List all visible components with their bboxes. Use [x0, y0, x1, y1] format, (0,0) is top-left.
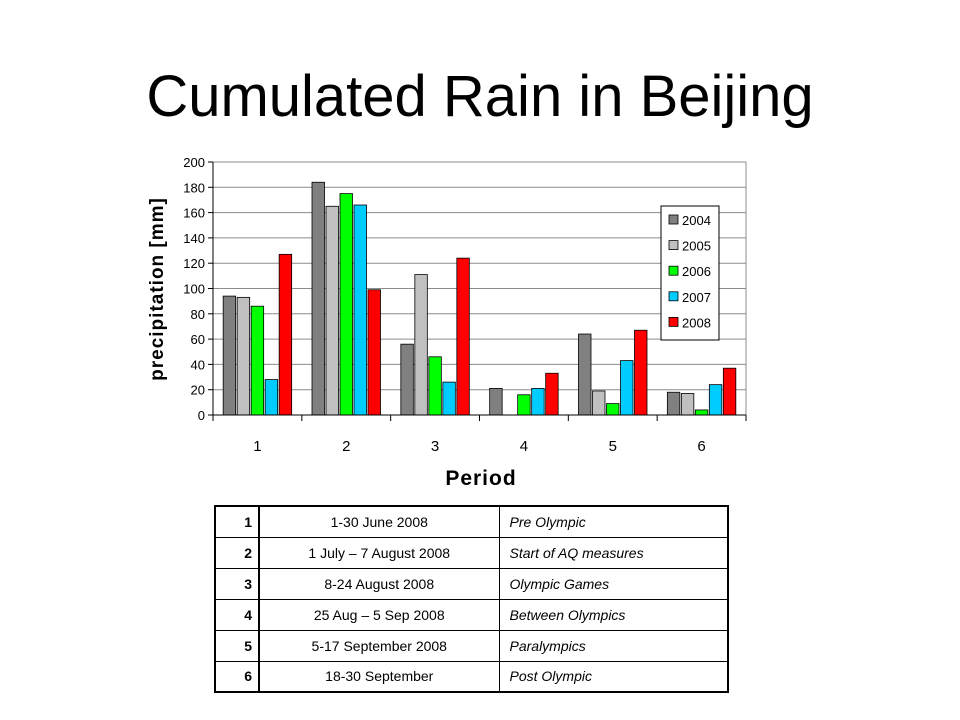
x-tick-label: 2 [342, 438, 350, 455]
bar-2008-period-5 [634, 329, 648, 416]
bar-2004-period-1 [222, 295, 237, 416]
legend-swatch [668, 265, 679, 276]
period-description: Between Olympics [498, 598, 729, 631]
bar-2006-period-1 [250, 305, 265, 416]
bar-2004-period-2 [311, 181, 325, 416]
y-tick-label: 20 [191, 383, 205, 398]
legend: 2004 2005 2006 2007 2008 [660, 205, 720, 341]
y-axis-label: precipitation [mm] [147, 197, 168, 381]
period-number: 3 [214, 567, 260, 600]
period-description: Olympic Games [498, 567, 729, 600]
y-tick-label: 80 [191, 307, 205, 322]
bar-2007-period-2 [353, 204, 367, 416]
y-tick-label: 0 [198, 408, 205, 423]
legend-label: 2008 [682, 315, 711, 330]
bar-2007-period-3 [442, 381, 456, 416]
period-number: 4 [214, 598, 260, 631]
table-row: 4 25 Aug – 5 Sep 2008 Between Olympics [214, 598, 729, 631]
period-dates: 18-30 September [258, 660, 500, 693]
y-tick-label: 160 [183, 206, 205, 221]
legend-swatch [668, 316, 679, 327]
bar-2004-period-3 [400, 343, 414, 416]
bar-2006-period-6 [694, 409, 709, 416]
legend-label: 2007 [682, 290, 711, 305]
legend-label: 2006 [682, 264, 711, 279]
axes: 0 20 40 60 80 100 120 140 160 180 200 1 2 3 4 5 6 [183, 155, 747, 455]
period-dates: 5-17 September 2008 [258, 629, 500, 662]
period-dates: 25 Aug – 5 Sep 2008 [258, 598, 500, 631]
bar-2008-period-4 [545, 372, 559, 416]
bar-2007-period-1 [264, 379, 279, 416]
x-tick-label: 1 [253, 438, 261, 455]
table-row: 3 8-24 August 2008 Olympic Games [214, 567, 729, 600]
period-description: Start of AQ measures [498, 536, 729, 569]
bar-2005-period-3 [414, 274, 428, 416]
bar-2006-period-5 [606, 403, 620, 416]
table-row: 1 1-30 June 2008 Pre Olympic [214, 505, 729, 538]
x-tick-label: 6 [697, 438, 705, 455]
bar-2008-period-1 [278, 253, 293, 416]
x-axis-label: Period [445, 467, 516, 490]
bar-2007-period-4 [531, 388, 545, 416]
bar-2005-period-2 [325, 205, 339, 416]
bars [222, 181, 737, 416]
y-tick-label: 40 [191, 357, 205, 372]
x-tick-label: 5 [609, 438, 617, 455]
bar-2006-period-2 [339, 193, 353, 416]
y-tick-label: 180 [183, 180, 205, 195]
legend-swatch [668, 214, 679, 225]
bar-2007-period-6 [708, 384, 723, 416]
legend-swatch [668, 240, 679, 251]
period-number: 6 [214, 660, 260, 693]
legend-label: 2004 [682, 213, 711, 228]
period-number: 5 [214, 629, 260, 662]
period-number: 1 [214, 505, 260, 538]
y-tick-label: 60 [191, 332, 205, 347]
gridlines [213, 161, 747, 415]
period-table: 1 1-30 June 2008 Pre Olympic 2 1 July – 7 Au… [214, 505, 729, 693]
period-dates: 1 July – 7 August 2008 [258, 536, 500, 569]
period-description: Pre Olympic [498, 505, 729, 538]
legend-swatch [668, 291, 679, 302]
x-tick-label: 3 [431, 438, 439, 455]
bar-2005-period-5 [592, 390, 606, 416]
bar-2007-period-5 [620, 360, 634, 416]
y-tick-label: 140 [183, 231, 205, 246]
bar-2008-period-6 [722, 367, 737, 416]
bar-2008-period-3 [456, 257, 470, 416]
table-row: 5 5-17 September 2008 Paralympics [214, 629, 729, 662]
bar-2008-period-2 [367, 289, 381, 416]
table-row: 6 18-30 September Post Olympic [214, 660, 729, 693]
y-tick-label: 200 [183, 155, 205, 170]
x-tick-label: 4 [520, 438, 528, 455]
period-dates: 8-24 August 2008 [258, 567, 500, 600]
bar-2004-period-4 [489, 388, 503, 416]
period-description: Paralympics [498, 629, 729, 662]
y-tick-label: 120 [183, 256, 205, 271]
bar-2005-period-6 [680, 393, 695, 416]
period-number: 2 [214, 536, 260, 569]
y-tick-label: 100 [183, 282, 205, 297]
period-dates: 1-30 June 2008 [258, 505, 500, 538]
slide-title: Cumulated Rain in Beijing [146, 64, 814, 129]
bar-2004-period-5 [578, 333, 592, 416]
bar-2006-period-3 [428, 356, 442, 416]
bar-2004-period-6 [666, 391, 681, 416]
period-description: Post Olympic [498, 660, 729, 693]
legend-label: 2005 [682, 239, 711, 254]
bar-2006-period-4 [517, 394, 531, 416]
bar-2005-period-1 [236, 296, 251, 416]
bar-chart: 0 20 40 60 80 100 120 140 160 180 200 1 2 3 4 5 6 precip… [147, 155, 747, 490]
